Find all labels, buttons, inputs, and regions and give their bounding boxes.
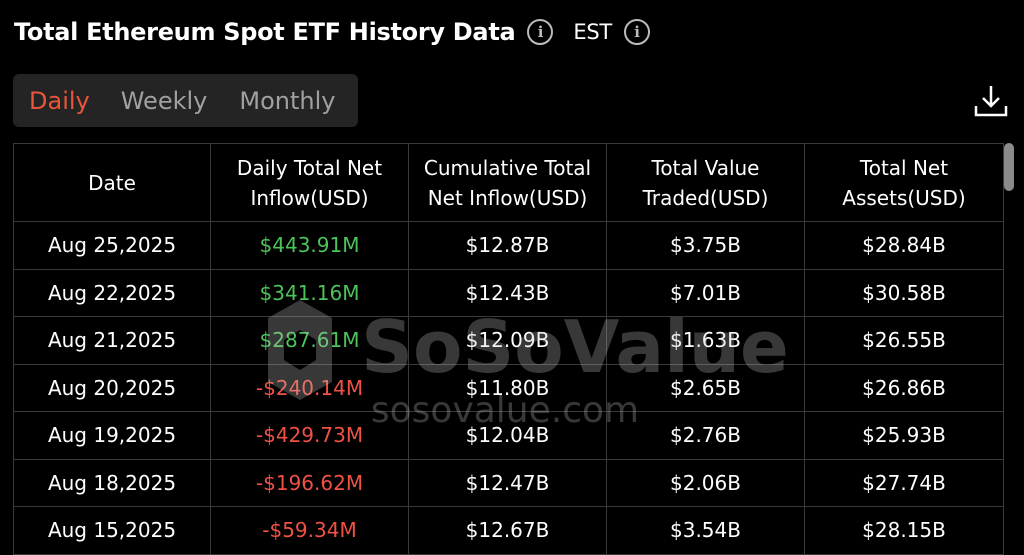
- table-cell: $25.93B: [804, 411, 1004, 460]
- table-cell: $3.54B: [606, 506, 805, 555]
- info-icon[interactable]: i: [623, 19, 650, 45]
- table-row: Aug 22,2025 $341.16M $12.43B $7.01B $30.58B: [13, 268, 1004, 317]
- table-cell: $12.04B: [408, 411, 607, 460]
- table-cell: Aug 25,2025: [13, 221, 211, 270]
- table-cell: -$429.73M: [210, 411, 409, 460]
- table-cell: -$59.34M: [210, 506, 409, 555]
- column-header: Total Value Traded(USD): [606, 143, 805, 222]
- table-row: Aug 18,2025 -$196.62M $12.47B $2.06B $27.74B: [13, 458, 1004, 507]
- table-row: Aug 15,2025 -$59.34M $12.67B $3.54B $28.15B: [13, 506, 1004, 555]
- table-cell: $26.86B: [804, 363, 1004, 412]
- table-cell: Aug 19,2025: [13, 411, 211, 460]
- tab[interactable]: Daily: [29, 86, 90, 115]
- tab[interactable]: Monthly: [239, 86, 336, 115]
- table-cell: $12.47B: [408, 458, 607, 507]
- column-header: Daily Total Net Inflow(USD): [210, 143, 409, 222]
- table-cell: $12.09B: [408, 316, 607, 365]
- table-cell: $28.15B: [804, 506, 1004, 555]
- table-row: Aug 25,2025 $443.91M $12.87B $3.75B $28.84B: [13, 221, 1004, 270]
- table-cell: Aug 15,2025: [13, 506, 211, 555]
- table-cell: $12.67B: [408, 506, 607, 555]
- table-cell: $28.84B: [804, 221, 1004, 270]
- table-cell: $26.55B: [804, 316, 1004, 365]
- history-table: Date Daily Total Net Inflow(USD) Cumulativ…: [13, 143, 1004, 555]
- table-cell: $7.01B: [606, 268, 805, 317]
- table-row: Aug 19,2025 -$429.73M $12.04B $2.76B $25.93B: [13, 411, 1004, 460]
- timezone[interactable]: EST: [573, 20, 612, 44]
- info-icon[interactable]: i: [527, 19, 554, 45]
- header-row: Date Daily Total Net Inflow(USD) Cumulativ…: [13, 143, 1004, 222]
- table-cell: -$196.62M: [210, 458, 409, 507]
- table-cell: Aug 21,2025: [13, 316, 211, 365]
- table-cell: $2.06B: [606, 458, 805, 507]
- table-cell: Aug 20,2025: [13, 363, 211, 412]
- table-cell: $11.80B: [408, 363, 607, 412]
- header: Total Ethereum Spot ETF History Data i E…: [14, 18, 650, 46]
- table-cell: $2.65B: [606, 363, 805, 412]
- table-cell: $30.58B: [804, 268, 1004, 317]
- table-cell: Aug 22,2025: [13, 268, 211, 317]
- table-cell: $27.74B: [804, 458, 1004, 507]
- table-cell: $2.76B: [606, 411, 805, 460]
- table-cell: $287.61M: [210, 316, 409, 365]
- scrollbar[interactable]: [1004, 143, 1014, 191]
- table-cell: $3.75B: [606, 221, 805, 270]
- table-row: Aug 20,2025 -$240.14M $11.80B $2.65B $26.86B: [13, 363, 1004, 412]
- download-button[interactable]: [972, 82, 1010, 120]
- table-cell: $12.87B: [408, 221, 607, 270]
- table-cell: -$240.14M: [210, 363, 409, 412]
- table-cell: $12.43B: [408, 268, 607, 317]
- column-header: Cumulative Total Net Inflow(USD): [408, 143, 607, 222]
- tab-bar: Daily Weekly Monthly: [13, 74, 358, 127]
- table-cell: $443.91M: [210, 221, 409, 270]
- table-row: Aug 21,2025 $287.61M $12.09B $1.63B $26.55B: [13, 316, 1004, 365]
- table-cell: $1.63B: [606, 316, 805, 365]
- page-title: Total Ethereum Spot ETF History Data: [14, 18, 516, 46]
- table-cell: $341.16M: [210, 268, 409, 317]
- column-header: Total Net Assets(USD): [804, 143, 1004, 222]
- tab[interactable]: Weekly: [120, 86, 208, 115]
- table-cell: Aug 18,2025: [13, 458, 211, 507]
- table-body: Aug 25,2025 $443.91M $12.87B $3.75B $28.84B A…: [13, 221, 1004, 555]
- column-header: Date: [13, 143, 211, 222]
